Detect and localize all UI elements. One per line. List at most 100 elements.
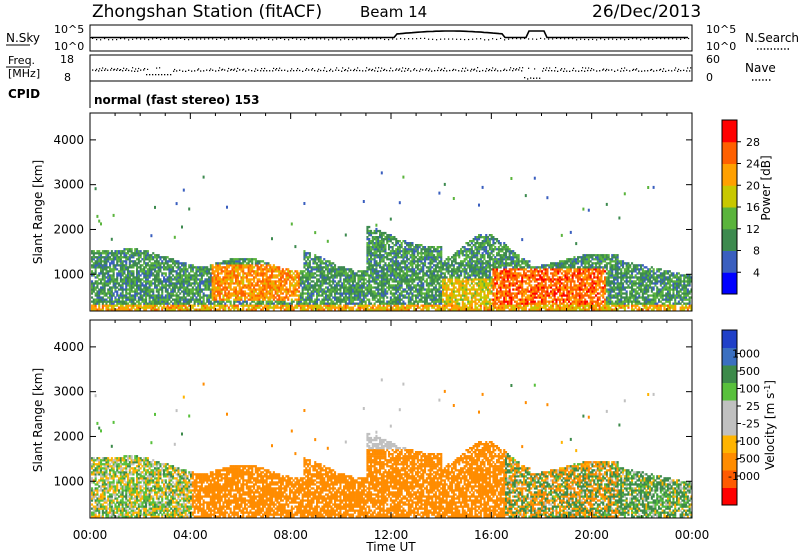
power-echo-cell: [433, 264, 435, 266]
power-echo-cell: [361, 272, 363, 274]
power-echo-cell: [143, 268, 145, 270]
power-echo-cell: [318, 292, 320, 294]
power-echo-cell: [132, 299, 134, 301]
power-echo-cell: [280, 272, 282, 274]
power-echo-cell: [447, 280, 449, 282]
power-echo-cell: [305, 268, 307, 270]
power-echo-cell: [104, 258, 106, 260]
power-echo-cell: [438, 270, 440, 272]
power-echo-cell: [188, 276, 190, 278]
power-echo-cell: [100, 256, 102, 258]
power-echo-cell: [334, 272, 336, 274]
power-echo-cell: [401, 260, 403, 262]
power-echo-cell: [404, 254, 406, 256]
power-echo-cell: [96, 309, 98, 311]
power-echo-cell: [226, 292, 228, 294]
power-echo-cell: [276, 276, 278, 278]
power-echo-cell: [163, 276, 165, 278]
power-echo-cell: [221, 305, 223, 307]
nave-point: [324, 67, 325, 68]
power-echo-cell: [199, 292, 201, 294]
power-echo-cell: [95, 262, 97, 264]
power-echo-cell: [339, 301, 341, 303]
power-echo-cell: [329, 294, 331, 296]
power-echo-cell: [177, 301, 179, 303]
power-echo-cell: [379, 230, 381, 232]
power-echo-cell: [163, 301, 165, 303]
power-echo-cell: [219, 264, 221, 266]
power-echo-cell: [415, 276, 417, 278]
power-echo-cell: [347, 280, 349, 282]
power-echo-cell: [140, 252, 142, 254]
power-echo-cell: [359, 270, 361, 272]
power-echo-cell: [327, 282, 329, 284]
power-echo-cell: [172, 309, 174, 311]
power-echo-cell: [145, 286, 147, 288]
power-echo-cell: [359, 284, 361, 286]
power-echo-cell: [374, 290, 376, 292]
power-echo-cell: [374, 262, 376, 264]
power-echo-cell: [413, 307, 415, 309]
power-echo-cell: [410, 268, 412, 270]
power-echo-cell: [131, 282, 133, 284]
power-echo-cell: [321, 266, 323, 268]
power-echo-cell: [138, 307, 140, 309]
power-echo-cell: [404, 256, 406, 258]
power-echo-cell: [149, 307, 151, 309]
power-echo-cell: [156, 286, 158, 288]
noise-search-point: [312, 38, 313, 39]
power-echo-cell: [231, 278, 233, 280]
power-echo-cell: [251, 268, 253, 270]
power-echo-cell: [231, 260, 233, 262]
power-echo-cell: [404, 242, 406, 244]
power-echo-cell: [262, 280, 264, 282]
power-echo-cell: [95, 260, 97, 262]
power-echo-cell: [176, 286, 178, 288]
power-echo-cell: [446, 292, 448, 294]
power-echo-cell: [96, 266, 98, 268]
power-echo-cell: [172, 262, 174, 264]
power-echo-cell: [381, 238, 383, 240]
power-echo-cell: [345, 268, 347, 270]
power-echo-cell: [402, 248, 404, 250]
power-echo-cell: [390, 268, 392, 270]
power-echo-cell: [170, 276, 172, 278]
power-echo-cell: [424, 254, 426, 256]
power-echo-cell: [383, 286, 385, 288]
power-echo-cell: [455, 307, 457, 309]
power-echo-cell: [293, 290, 295, 292]
power-echo-cell: [320, 276, 322, 278]
power-echo-cell: [303, 299, 305, 301]
noise-search-point: [196, 38, 197, 39]
power-echo-cell: [435, 266, 437, 268]
power-echo-cell: [438, 288, 440, 290]
power-echo-cell: [226, 282, 228, 284]
power-echo-cell: [107, 301, 109, 303]
power-echo-cell: [266, 296, 268, 298]
power-echo-cell: [269, 264, 271, 266]
nave-point: [465, 68, 466, 69]
power-echo-cell: [228, 301, 230, 303]
power-echo-cell: [383, 274, 385, 276]
power-echo-cell: [122, 286, 124, 288]
power-echo-cell: [276, 268, 278, 270]
power-echo-cell: [141, 294, 143, 296]
power-echo-cell: [237, 305, 239, 307]
freq-right-tick-bottom: 0: [706, 71, 713, 84]
power-echo-cell: [154, 268, 156, 270]
freq-point: [617, 70, 618, 71]
power-echo-cell: [415, 290, 417, 292]
power-echo-cell: [302, 270, 304, 272]
power-echo-cell: [147, 254, 149, 256]
power-echo-cell: [363, 280, 365, 282]
power-echo-cell: [100, 270, 102, 272]
power-echo-cell: [381, 292, 383, 294]
power-echo-cell: [159, 305, 161, 307]
power-echo-cell: [397, 296, 399, 298]
power-echo-cell: [368, 234, 370, 236]
power-echo-cell: [302, 292, 304, 294]
power-echo-cell: [204, 309, 206, 311]
power-echo-cell: [368, 238, 370, 240]
power-echo-cell: [312, 301, 314, 303]
power-echo-cell: [177, 276, 179, 278]
